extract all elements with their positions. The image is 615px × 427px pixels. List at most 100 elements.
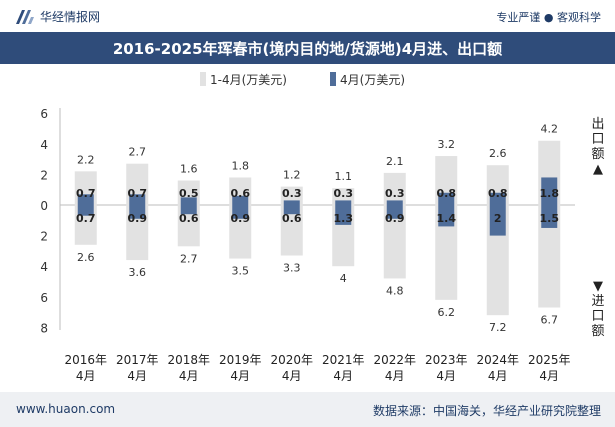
bar-month-export [541, 177, 558, 205]
side-label-import: 进 [591, 294, 604, 309]
label-month-export: 0.8 [437, 187, 457, 200]
bar-month-import [232, 205, 249, 219]
label-ytd-export: 1.8 [232, 159, 250, 172]
x-tick-label: 2024年 [476, 353, 519, 367]
label-ytd-export: 2.6 [489, 147, 507, 160]
x-tick-label: 2016年 [64, 353, 107, 367]
label-month-export: 1.8 [540, 187, 560, 200]
legend-swatch-ytd [200, 72, 206, 86]
x-tick-label: 2021年 [322, 353, 365, 367]
side-label-import: ▼ [593, 279, 603, 294]
x-tick-label: 4月 [488, 369, 508, 383]
footer: www.huaon.com 数据来源：中国海关，华经产业研究院整理 [0, 392, 615, 427]
legend-swatch-month [330, 72, 336, 86]
bar-ytd-import [435, 205, 458, 300]
bar-month-export [283, 200, 300, 205]
x-tick-label: 4月 [333, 369, 353, 383]
label-ytd-import: 2.7 [180, 252, 198, 265]
bar-month-import [129, 205, 146, 219]
y-tick-label: 0 [40, 199, 48, 213]
label-month-export: 0.3 [282, 187, 302, 200]
x-tick-label: 2018年 [167, 353, 210, 367]
legend-label-month: 4月(万美元) [340, 73, 405, 87]
side-label-export: 口 [591, 132, 604, 147]
bar-month-import [335, 205, 352, 225]
y-tick-label: 2 [40, 168, 48, 182]
label-ytd-export: 1.1 [335, 170, 353, 183]
label-month-export: 0.3 [385, 187, 405, 200]
x-tick-label: 2017年 [116, 353, 159, 367]
label-month-import: 0.9 [128, 212, 148, 225]
label-ytd-export: 4.2 [541, 123, 559, 136]
bar-ytd-import [538, 205, 561, 308]
x-tick-label: 4月 [436, 369, 456, 383]
bar-month-import [489, 205, 506, 236]
label-ytd-import: 6.2 [438, 306, 456, 319]
label-ytd-export: 3.2 [438, 138, 456, 151]
label-ytd-import: 7.2 [489, 321, 507, 334]
top-bar: 华经情报网 专业严谨 ● 客观科学 [0, 0, 615, 32]
x-tick-label: 2019年 [219, 353, 262, 367]
bar-month-import [386, 205, 403, 219]
bar-ytd-import [383, 205, 406, 279]
label-ytd-import: 3.3 [283, 261, 301, 274]
bar-month-import [283, 205, 300, 215]
side-label-import: 口 [591, 309, 604, 324]
y-tick-label: 4 [40, 138, 48, 152]
y-tick-label: 4 [40, 260, 48, 274]
x-tick-label: 4月 [76, 369, 96, 383]
label-month-import: 1.5 [540, 212, 560, 225]
bar-month-export [77, 194, 94, 205]
label-month-export: 0.3 [334, 187, 354, 200]
bar-month-import [541, 205, 558, 228]
label-ytd-import: 3.6 [129, 266, 147, 279]
bar-month-export [129, 194, 146, 205]
x-tick-label: 4月 [282, 369, 302, 383]
y-tick-label: 8 [40, 321, 48, 335]
footer-source: 数据来源：中国海关，华经产业研究院整理 [372, 404, 601, 418]
x-tick-label: 4月 [179, 369, 199, 383]
label-ytd-import: 4.8 [386, 284, 404, 297]
tagline: 专业严谨 ● 客观科学 [496, 11, 601, 24]
x-tick-label: 2023年 [425, 353, 468, 367]
side-label-export: 额 [591, 147, 604, 162]
label-ytd-export: 2.1 [386, 155, 404, 168]
x-tick-label: 2020年 [270, 353, 313, 367]
side-label-import: 额 [591, 324, 604, 339]
y-tick-label: 6 [40, 107, 48, 121]
label-month-import: 0.6 [179, 212, 199, 225]
brand: 华经情报网 [16, 8, 100, 25]
label-month-export: 0.5 [179, 187, 199, 200]
chart: 6 4 2 0 2 4 6 8 2.2 2.6 0.7 0.7 2016年 4月 2.7 3.6 0.7 0.9 2… [40, 72, 605, 383]
bar-month-export [386, 200, 403, 205]
label-month-export: 0.8 [488, 187, 508, 200]
label-month-export: 0.7 [128, 187, 148, 200]
legend-label-ytd: 1-4月(万美元) [210, 73, 287, 87]
y-tick-label: 2 [40, 230, 48, 244]
bar-month-export [180, 197, 197, 205]
label-month-export: 0.7 [76, 187, 96, 200]
x-tick-label: 4月 [127, 369, 147, 383]
bar-month-import [180, 205, 197, 215]
y-tick-label: 6 [40, 291, 48, 305]
bar-month-export [232, 195, 249, 205]
label-ytd-import: 2.6 [77, 251, 95, 264]
bar-month-export [335, 200, 352, 205]
side-label-export: ▲ [593, 162, 603, 177]
brand-name: 华经情报网 [40, 10, 101, 24]
label-ytd-import: 6.7 [541, 314, 559, 327]
x-tick-label: 4月 [539, 369, 559, 383]
label-month-import: 0.6 [282, 212, 302, 225]
label-ytd-export: 2.2 [77, 153, 95, 166]
bar-ytd-export [383, 172, 406, 205]
bar-ytd-import [177, 205, 200, 247]
label-month-import: 0.7 [76, 212, 96, 225]
label-ytd-export: 1.6 [180, 163, 198, 176]
label-month-import: 1.3 [334, 212, 354, 225]
label-ytd-import: 3.5 [232, 265, 250, 278]
label-ytd-import: 4 [340, 272, 347, 285]
x-tick-label: 2022年 [373, 353, 416, 367]
footer-url[interactable]: www.huaon.com [16, 402, 116, 416]
bar-month-import [77, 205, 94, 216]
label-month-import: 1.4 [437, 212, 457, 225]
